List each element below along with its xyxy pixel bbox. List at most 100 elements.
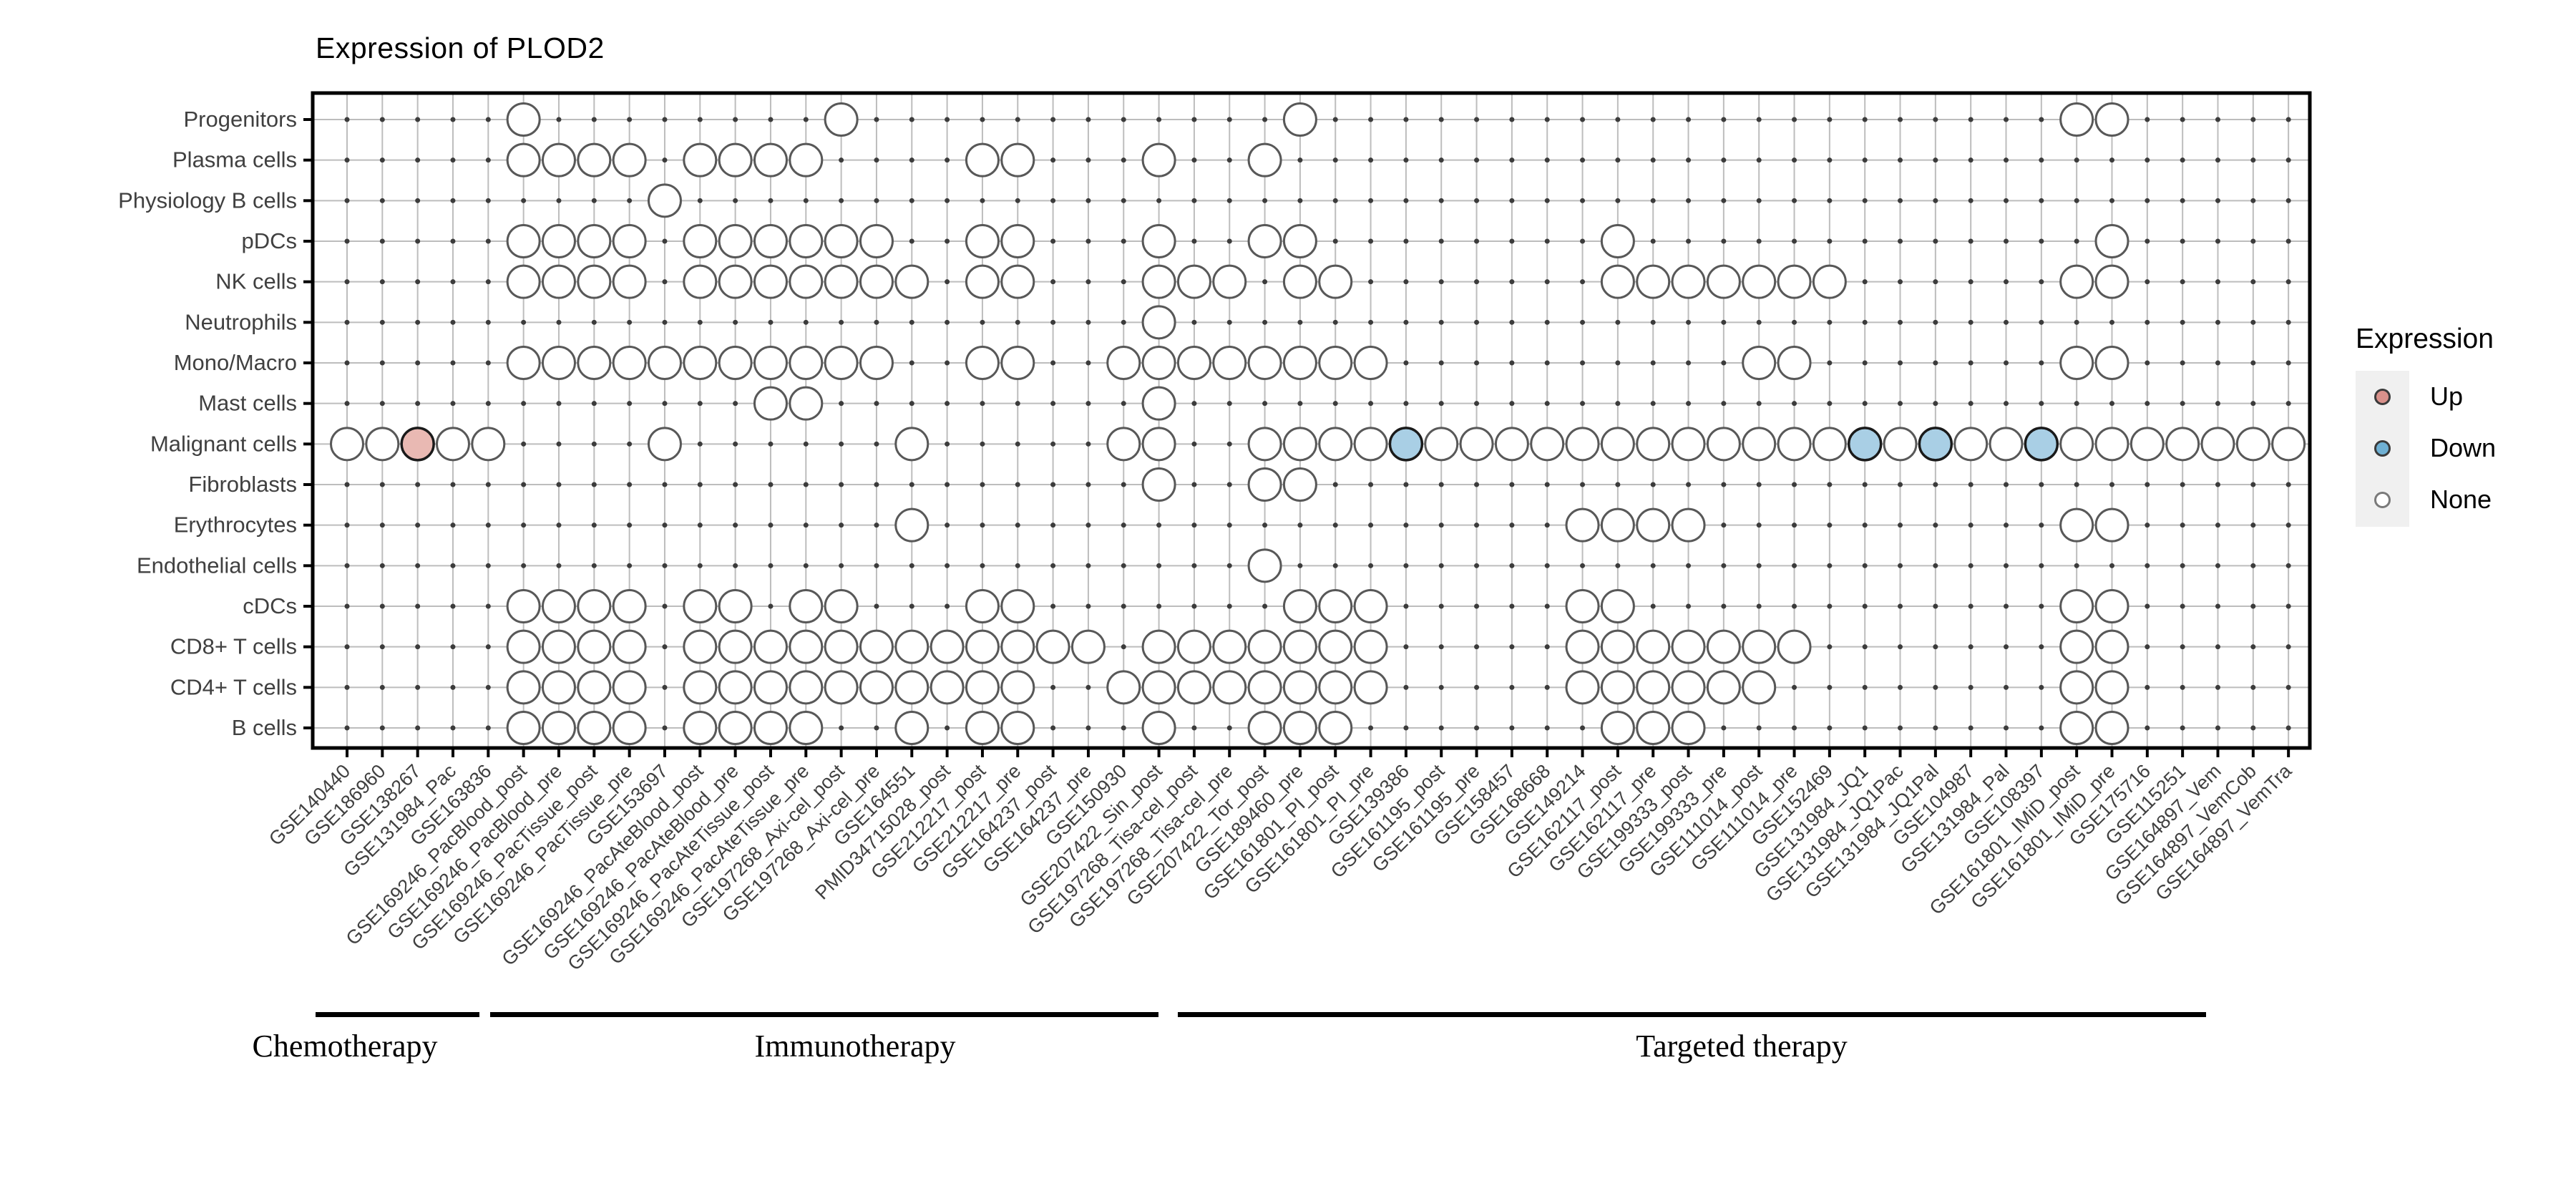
grid-dot [733, 319, 738, 325]
grid-dot [662, 644, 668, 650]
grid-dot [1968, 563, 1974, 568]
grid-dot [1226, 238, 1232, 244]
none-expression-circle [718, 711, 753, 746]
grid-dot [1580, 482, 1586, 487]
grid-dot [1968, 117, 1974, 122]
grid-dot [803, 117, 809, 122]
grid-dot [1332, 563, 1338, 568]
grid-dot [1474, 644, 1480, 650]
grid-dot [2285, 482, 2291, 487]
none-expression-circle [647, 346, 682, 381]
none-expression-circle [577, 711, 612, 746]
grid-dot [1862, 684, 1868, 690]
grid-dot [2250, 157, 2256, 163]
none-expression-circle [753, 224, 788, 259]
grid-dot [1474, 117, 1480, 122]
grid-dot [521, 401, 527, 407]
grid-dot [980, 441, 985, 447]
grid-dot [945, 441, 950, 447]
none-expression-circle [1742, 670, 1777, 705]
grid-dot [1827, 157, 1833, 163]
grid-dot [344, 603, 350, 609]
grid-dot [344, 401, 350, 407]
grid-dot [1368, 279, 1374, 285]
grid-dot [1050, 563, 1056, 568]
none-expression-circle [506, 224, 541, 259]
grid-dot [1085, 482, 1091, 487]
grid-dot [1756, 238, 1762, 244]
grid-dot [1368, 319, 1374, 325]
none-expression-circle [894, 264, 930, 299]
grid-dot [1933, 157, 1938, 163]
grid-dot [909, 603, 914, 609]
grid-dot [1756, 117, 1762, 122]
grid-dot [1544, 279, 1550, 285]
grid-dot [1650, 319, 1656, 325]
grid-dot [1474, 563, 1480, 568]
grid-dot [1438, 157, 1444, 163]
none-expression-circle [930, 670, 965, 705]
none-expression-circle [1318, 346, 1353, 381]
down-expression-circle [1388, 427, 1424, 462]
grid-dot [2145, 319, 2150, 325]
grid-dot [733, 117, 738, 122]
grid-dot [1544, 238, 1550, 244]
grid-dot [1297, 523, 1303, 528]
none-expression-circle [859, 346, 894, 381]
none-expression-circle [1636, 629, 1671, 664]
none-expression-circle [753, 670, 788, 705]
grid-dot [591, 198, 597, 203]
grid-dot [379, 482, 385, 487]
grid-dot [1332, 482, 1338, 487]
grid-dot [2250, 360, 2256, 366]
grid-dot [2215, 238, 2220, 244]
grid-dot [1085, 523, 1091, 528]
grid-dot [945, 157, 950, 163]
grid-dot [485, 684, 491, 690]
grid-dot [2285, 644, 2291, 650]
grid-dot [2250, 482, 2256, 487]
grid-dot [1050, 523, 1056, 528]
grid-dot [874, 523, 879, 528]
none-expression-circle [965, 142, 1000, 178]
grid-dot [1968, 279, 1974, 285]
none-expression-circle [506, 264, 541, 299]
none-expression-circle [541, 142, 576, 178]
grid-dot [1368, 198, 1374, 203]
grid-dot [1792, 117, 1797, 122]
none-expression-circle [894, 507, 930, 543]
grid-dot [1686, 238, 1692, 244]
grid-dot [1827, 482, 1833, 487]
none-expression-circle [683, 711, 718, 746]
grid-dot [2180, 238, 2185, 244]
grid-dot [1474, 279, 1480, 285]
grid-dot [1650, 603, 1656, 609]
none-expression-circle [1883, 427, 1918, 462]
grid-dot [2180, 603, 2185, 609]
grid-dot [1121, 563, 1126, 568]
grid-dot [1650, 360, 1656, 366]
grid-dot [874, 117, 879, 122]
grid-dot [450, 523, 456, 528]
y-axis-label: Neutrophils [185, 309, 297, 334]
grid-dot [1544, 725, 1550, 731]
grid-dot [1438, 684, 1444, 690]
y-axis-label: Physiology B cells [118, 188, 297, 213]
grid-dot [1862, 238, 1868, 244]
grid-dot [1121, 644, 1126, 650]
none-expression-circle [1176, 629, 1211, 664]
grid-dot [945, 725, 950, 731]
none-expression-circle [577, 346, 612, 381]
grid-dot [1368, 401, 1374, 407]
grid-dot [1721, 198, 1727, 203]
none-expression-circle [1600, 589, 1635, 624]
grid-dot [1580, 157, 1586, 163]
grid-dot [1368, 523, 1374, 528]
grid-dot [2145, 644, 2150, 650]
grid-dot [768, 441, 774, 447]
none-expression-circle [1000, 346, 1035, 381]
grid-dot [839, 198, 844, 203]
none-expression-circle [2059, 711, 2094, 746]
grid-dot [1933, 279, 1938, 285]
grid-dot [2004, 725, 2009, 731]
